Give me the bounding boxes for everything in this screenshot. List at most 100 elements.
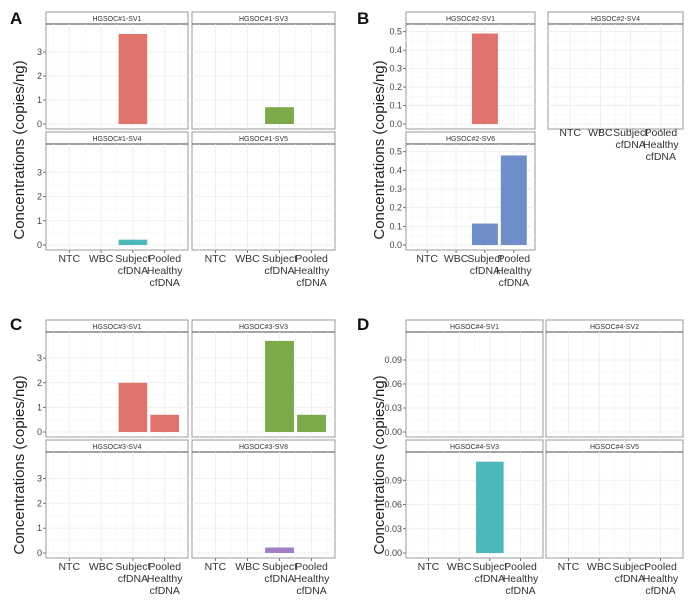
facet-title: HGSOC#2-SV1 xyxy=(446,16,495,23)
facet: HGSOC#4-SV3 0.00 0.03 0.06 0.09 NTC WBC Subject… xyxy=(384,439,544,597)
x-tick-label-line: Subject xyxy=(467,253,502,265)
x-tick-label: Subject cfDNA xyxy=(262,253,297,277)
x-tick-label: Pooled Healthy cfDNA xyxy=(503,561,539,597)
x-tick-label-line: cfDNA xyxy=(505,585,535,597)
facet-title: HGSOC#4-SV3 xyxy=(450,444,499,451)
facet-title: HGSOC#4-SV2 xyxy=(590,324,639,331)
x-tick-label: NTC xyxy=(418,561,440,573)
x-tick-label-line: cfDNA xyxy=(118,573,148,585)
y-axis-label: Concentrations (copies/ng) xyxy=(371,375,388,554)
x-tick-label-line: cfDNA xyxy=(475,573,505,585)
facet-title: HGSOC#1-SV3 xyxy=(239,16,288,23)
bar-subject-cfdna xyxy=(265,547,294,553)
bar-subject-cfdna xyxy=(471,223,498,245)
panel-a: A Concentrations (copies/ng) HGSOC#1-SV1 0 1… xyxy=(10,9,336,289)
y-tick-label: 3 xyxy=(37,47,42,57)
facet-title: HGSOC#1-SV1 xyxy=(92,16,141,23)
x-tick-label-line: NTC xyxy=(58,253,80,265)
x-tick-label-line: NTC xyxy=(416,253,438,265)
x-tick-label: Subject cfDNA xyxy=(115,253,150,277)
x-tick-label-line: WBC xyxy=(447,561,472,573)
x-tick-label: NTC xyxy=(58,561,80,573)
facet-title: HGSOC#1-SV5 xyxy=(239,136,288,143)
x-tick-label-line: WBC xyxy=(587,561,612,573)
x-tick-label-line: Pooled xyxy=(148,253,181,265)
x-tick-label: WBC xyxy=(447,561,472,573)
bar-subject-cfdna xyxy=(265,340,294,432)
bar-subject-cfdna xyxy=(118,382,148,432)
x-tick-label-line: Subject xyxy=(262,561,297,573)
facet: HGSOC#1-SV3 xyxy=(191,11,336,130)
bar-subject-cfdna xyxy=(118,239,148,245)
x-tick-label: Subject cfDNA xyxy=(472,561,507,585)
panel-c: C Concentrations (copies/ng) HGSOC#3-SV1 0 1… xyxy=(10,315,336,597)
y-tick-label: 1 xyxy=(37,95,42,105)
bar-subject-cfdna xyxy=(265,107,294,124)
x-tick-label-line: Pooled xyxy=(295,253,328,265)
facet-title: HGSOC#3-SV8 xyxy=(239,444,288,451)
y-tick-label: 0.0 xyxy=(389,119,402,129)
x-tick-label-line: NTC xyxy=(418,561,440,573)
facet: HGSOC#1-SV1 0 1 2 3 xyxy=(37,11,189,130)
y-tick-label: 2 xyxy=(37,192,42,202)
facet-title: HGSOC#3-SV4 xyxy=(92,444,141,451)
facet-title: HGSOC#2-SV6 xyxy=(446,136,495,143)
x-tick-label: WBC xyxy=(444,253,469,265)
x-tick-label: Pooled Healthy cfDNA xyxy=(643,127,679,163)
panel-letter: C xyxy=(10,315,22,334)
y-tick-label: 1 xyxy=(37,523,42,533)
x-tick-label-line: Healthy xyxy=(643,139,679,151)
x-tick-label-line: Pooled xyxy=(497,253,530,265)
facet: HGSOC#4-SV2 xyxy=(545,319,684,438)
facet-title: HGSOC#3-SV3 xyxy=(239,324,288,331)
y-tick-label: 0.0 xyxy=(389,240,402,250)
y-axis-label: Concentrations (copies/ng) xyxy=(371,60,388,239)
bar-subject-cfdna xyxy=(471,33,498,124)
x-tick-label-line: Subject xyxy=(115,561,150,573)
x-tick-label-line: Healthy xyxy=(147,573,183,585)
x-tick-label-line: cfDNA xyxy=(615,139,645,151)
x-tick-label-line: Healthy xyxy=(294,573,330,585)
y-axis-label: Concentrations (copies/ng) xyxy=(11,375,28,554)
y-tick-label: 0 xyxy=(37,548,42,558)
x-tick-label-line: cfDNA xyxy=(296,277,326,289)
x-tick-label-line: cfDNA xyxy=(499,277,529,289)
x-tick-label: NTC xyxy=(558,561,580,573)
x-tick-label-line: Pooled xyxy=(295,561,328,573)
x-tick-label-line: Healthy xyxy=(147,265,183,277)
y-tick-label: 0.03 xyxy=(384,524,402,534)
y-tick-label: 0.4 xyxy=(389,45,402,55)
y-tick-label: 0.3 xyxy=(389,64,402,74)
x-tick-label-line: WBC xyxy=(235,253,260,265)
facet: HGSOC#4-SV1 0.00 0.03 0.06 0.09 xyxy=(384,319,544,438)
y-tick-label: 0.5 xyxy=(389,27,402,37)
x-tick-label: Subject cfDNA xyxy=(467,253,502,277)
x-tick-label: Pooled Healthy cfDNA xyxy=(496,253,532,289)
y-tick-label: 0.2 xyxy=(389,203,402,213)
x-tick-label-line: Healthy xyxy=(503,573,539,585)
bar-pooled-healthy-cfdna xyxy=(297,414,326,432)
x-tick-label: WBC xyxy=(89,561,114,573)
x-tick-label: Pooled Healthy cfDNA xyxy=(147,253,183,289)
facet-title: HGSOC#3-SV1 xyxy=(92,324,141,331)
x-tick-label: WBC xyxy=(588,127,613,139)
x-tick-label-line: cfDNA xyxy=(264,573,294,585)
y-tick-label: 0.09 xyxy=(384,355,402,365)
y-tick-label: 0.2 xyxy=(389,82,402,92)
y-tick-label: 0.5 xyxy=(389,147,402,157)
y-axis-label: Concentrations (copies/ng) xyxy=(11,60,28,239)
panel-letter: A xyxy=(10,9,22,28)
bar-pooled-healthy-cfdna xyxy=(500,155,527,245)
x-tick-label-line: Pooled xyxy=(148,561,181,573)
x-tick-label-line: WBC xyxy=(588,127,613,139)
facet-title: HGSOC#4-SV1 xyxy=(450,324,499,331)
y-tick-label: 3 xyxy=(37,473,42,483)
y-tick-label: 3 xyxy=(37,167,42,177)
y-tick-label: 0 xyxy=(37,427,42,437)
